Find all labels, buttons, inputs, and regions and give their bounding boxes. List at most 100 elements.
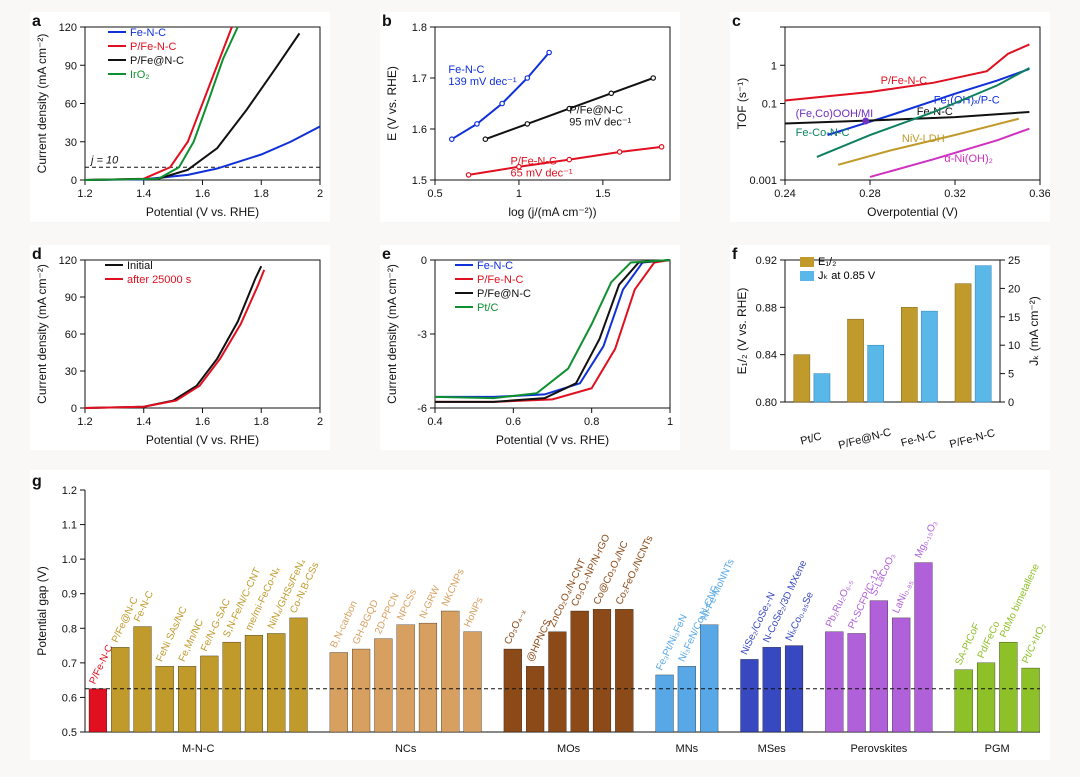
chart-e: e0.40.60.81-6-30Potential (V vs. RHE)Cur… — [380, 245, 680, 450]
svg-text:g: g — [32, 473, 42, 490]
svg-text:Jₖ (mA cm⁻²): Jₖ (mA cm⁻²) — [1027, 296, 1041, 365]
svg-text:0.8: 0.8 — [584, 416, 599, 428]
svg-text:0.36: 0.36 — [1029, 188, 1050, 200]
svg-text:0.92: 0.92 — [756, 255, 777, 267]
svg-text:25: 25 — [1008, 255, 1020, 267]
svg-text:e: e — [382, 246, 391, 263]
chart-f: f0.800.840.880.920510152025E₁/₂ (V vs. R… — [730, 245, 1050, 450]
svg-text:LaNi₀.₈₅: LaNi₀.₈₅ — [891, 578, 916, 615]
svg-text:1.1: 1.1 — [62, 520, 77, 532]
panel-c: c0.240.280.320.360.0010.11Overpotential … — [730, 12, 1050, 222]
svg-text:Pt/C: Pt/C — [799, 431, 823, 448]
svg-text:MNs: MNs — [676, 743, 699, 755]
svg-text:1.0: 1.0 — [62, 554, 77, 566]
svg-text:Jₖ at 0.85 V: Jₖ at 0.85 V — [818, 270, 876, 282]
svg-text:10: 10 — [1008, 340, 1020, 352]
svg-text:0: 0 — [71, 175, 77, 187]
svg-text:0.84: 0.84 — [756, 350, 777, 362]
svg-text:1.5: 1.5 — [412, 175, 427, 187]
svg-text:1.6: 1.6 — [195, 416, 210, 428]
svg-text:Pt/C+IrO₂: Pt/C+IrO₂ — [1020, 622, 1048, 666]
svg-text:0.6: 0.6 — [506, 416, 521, 428]
svg-text:Current density (mA cm⁻²): Current density (mA cm⁻²) — [385, 264, 399, 404]
svg-text:1.6: 1.6 — [195, 188, 210, 200]
svg-text:1: 1 — [516, 188, 522, 200]
svg-text:0.4: 0.4 — [427, 416, 442, 428]
svg-text:N-GRW: N-GRW — [418, 584, 443, 621]
svg-text:1.4: 1.4 — [136, 416, 151, 428]
panel-d: d1.21.41.61.820306090120Potential (V vs.… — [30, 245, 330, 450]
svg-text:Overpotential (V): Overpotential (V) — [867, 205, 958, 219]
svg-text:log (j/(mA cm⁻²)): log (j/(mA cm⁻²)) — [508, 205, 596, 219]
svg-text:1.7: 1.7 — [412, 73, 427, 85]
svg-text:0.32: 0.32 — [944, 188, 965, 200]
svg-text:P/Fe-N-C: P/Fe-N-C — [948, 427, 996, 450]
svg-text:Current density (mA cm⁻²): Current density (mA cm⁻²) — [35, 264, 49, 404]
svg-text:139 mV dec⁻¹: 139 mV dec⁻¹ — [448, 76, 517, 88]
svg-text:Initial: Initial — [127, 260, 153, 272]
svg-text:0.8: 0.8 — [62, 623, 77, 635]
svg-text:f: f — [732, 246, 738, 263]
svg-text:0.24: 0.24 — [774, 188, 795, 200]
svg-text:α-Ni(OH)₂: α-Ni(OH)₂ — [944, 153, 993, 165]
svg-text:Fe-N-C: Fe-N-C — [477, 260, 513, 272]
svg-text:0.1: 0.1 — [762, 99, 777, 111]
svg-text:Mg₀.₁₅O₃: Mg₀.₁₅O₃ — [913, 519, 940, 560]
svg-text:NiV-LDH: NiV-LDH — [902, 133, 945, 145]
svg-text:P/Fe-N-C: P/Fe-N-C — [511, 156, 558, 168]
svg-text:60: 60 — [65, 99, 77, 111]
svg-text:Current density (mA cm⁻²): Current density (mA cm⁻²) — [35, 34, 49, 174]
svg-text:1: 1 — [771, 60, 777, 72]
svg-text:P/Fe@N-C: P/Fe@N-C — [837, 426, 892, 450]
chart-a: a1.21.41.61.820306090120Potential (V vs.… — [30, 12, 330, 222]
svg-text:0.5: 0.5 — [62, 727, 77, 739]
svg-text:Fe-N-C: Fe-N-C — [900, 429, 938, 450]
svg-text:j = 10: j = 10 — [89, 154, 119, 166]
svg-text:120: 120 — [59, 22, 77, 34]
svg-text:E₁/₂ (V vs. RHE): E₁/₂ (V vs. RHE) — [735, 288, 749, 375]
svg-text:60: 60 — [65, 329, 77, 341]
svg-text:HoNPs: HoNPs — [462, 596, 485, 629]
svg-text:P/Fe@N-C: P/Fe@N-C — [477, 288, 531, 300]
svg-text:a: a — [32, 13, 41, 30]
chart-g: g0.50.60.70.80.91.01.11.2Potential gap (… — [30, 470, 1050, 760]
svg-text:Fe-N-C: Fe-N-C — [130, 27, 166, 39]
svg-text:NPCSs: NPCSs — [395, 588, 419, 622]
svg-text:P/Fe@N-C: P/Fe@N-C — [130, 55, 184, 67]
svg-text:Potential (V vs. RHE): Potential (V vs. RHE) — [146, 205, 259, 219]
svg-text:c: c — [732, 13, 741, 30]
svg-text:Perovskites: Perovskites — [850, 743, 907, 755]
panel-g: g0.50.60.70.80.91.01.11.2Potential gap (… — [30, 470, 1050, 760]
svg-text:Potential (V vs. RHE): Potential (V vs. RHE) — [496, 433, 609, 447]
panel-e: e0.40.60.81-6-30Potential (V vs. RHE)Cur… — [380, 245, 680, 450]
svg-text:30: 30 — [65, 366, 77, 378]
svg-text:30: 30 — [65, 137, 77, 149]
svg-text:0.001: 0.001 — [749, 175, 777, 187]
svg-text:MSes: MSes — [758, 743, 787, 755]
svg-text:Pt/C: Pt/C — [477, 302, 498, 314]
panel-b: b0.511.51.51.61.71.8log (j/(mA cm⁻²))E (… — [380, 12, 680, 222]
svg-text:(Fe,Co)OOH/MI: (Fe,Co)OOH/MI — [796, 108, 874, 120]
svg-text:M-N-C: M-N-C — [182, 743, 214, 755]
svg-text:120: 120 — [59, 255, 77, 267]
svg-text:0.7: 0.7 — [62, 658, 77, 670]
svg-text:P/Fe-N-C: P/Fe-N-C — [477, 274, 524, 286]
svg-text:1.5: 1.5 — [595, 188, 610, 200]
svg-text:1.2: 1.2 — [62, 485, 77, 497]
svg-text:0: 0 — [421, 255, 427, 267]
svg-text:-6: -6 — [417, 403, 427, 415]
svg-text:0.6: 0.6 — [62, 692, 77, 704]
svg-text:PGM: PGM — [985, 743, 1010, 755]
svg-text:1: 1 — [667, 416, 673, 428]
svg-text:Fe₁(OH)ₓ/P-C: Fe₁(OH)ₓ/P-C — [934, 95, 1000, 107]
svg-text:1.8: 1.8 — [412, 22, 427, 34]
chart-d: d1.21.41.61.820306090120Potential (V vs.… — [30, 245, 330, 450]
svg-text:d: d — [32, 246, 42, 263]
svg-text:MOs: MOs — [557, 743, 581, 755]
svg-text:1.8: 1.8 — [254, 416, 269, 428]
svg-text:0: 0 — [71, 403, 77, 415]
svg-text:1.4: 1.4 — [136, 188, 151, 200]
svg-text:90: 90 — [65, 60, 77, 72]
svg-text:0.5: 0.5 — [427, 188, 442, 200]
svg-text:0.9: 0.9 — [62, 589, 77, 601]
